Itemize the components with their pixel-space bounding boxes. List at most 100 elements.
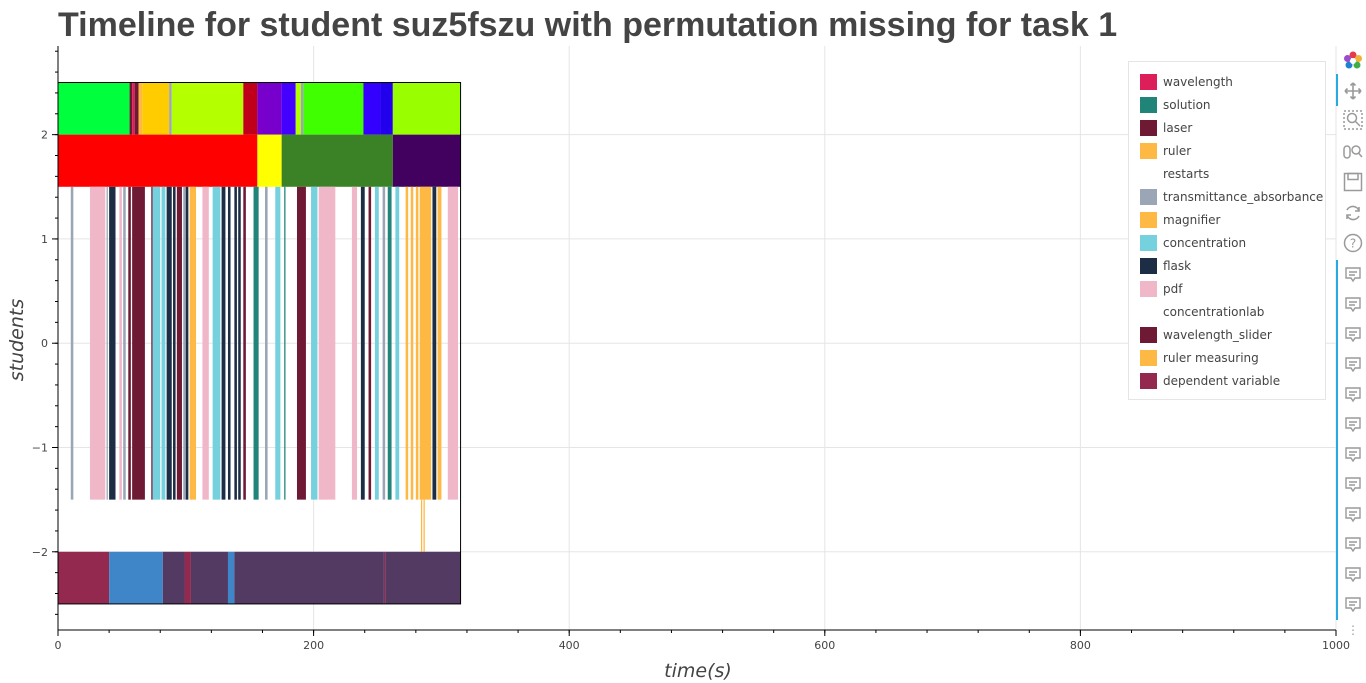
- action-bars-bar: [161, 186, 166, 500]
- legend-label: ruler: [1163, 144, 1192, 158]
- svg-text:?: ?: [1350, 237, 1356, 251]
- bottom-segments-bar: [109, 551, 163, 604]
- action-bars-bar: [437, 186, 442, 500]
- hover-tool-icon[interactable]: [1341, 413, 1365, 437]
- legend-swatch: [1140, 235, 1157, 251]
- x-tick-label: 200: [303, 639, 324, 652]
- action-bars-bar: [432, 186, 437, 500]
- y-tick-label: −1: [32, 442, 48, 455]
- hover-tool-icon[interactable]: [1341, 323, 1365, 347]
- legend-label: solution: [1163, 98, 1211, 112]
- hover-tool-icon[interactable]: [1341, 443, 1365, 467]
- legend-swatch: [1140, 327, 1157, 343]
- top-segments-bar: [380, 82, 393, 135]
- hover-tool-icon[interactable]: [1341, 383, 1365, 407]
- legend-item[interactable]: wavelength: [1140, 73, 1325, 91]
- page-title: Timeline for student suz5fszu with permu…: [58, 6, 1118, 44]
- action-bars-bar: [284, 186, 286, 500]
- timeline-segments: [57, 82, 462, 605]
- y-tick-label: −2: [32, 546, 48, 559]
- action-bars-bar: [405, 186, 409, 500]
- pan-icon[interactable]: [1341, 79, 1365, 103]
- top-segments-bar: [132, 82, 135, 135]
- action-bars-bar: [318, 186, 336, 500]
- hover-tool-icon[interactable]: [1341, 593, 1365, 617]
- hover-tool-icon[interactable]: [1341, 503, 1365, 527]
- ruler-measuring-ticks-bar: [423, 499, 425, 552]
- bokeh-logo-icon[interactable]: [1341, 49, 1365, 73]
- legend-item[interactable]: concentration: [1140, 234, 1325, 252]
- chart-legend: wavelength solution laser ruler restarts tran…: [1128, 61, 1326, 400]
- hover-tool-icon[interactable]: [1341, 563, 1365, 587]
- wheel-zoom-icon[interactable]: [1341, 140, 1365, 164]
- legend-item[interactable]: flask: [1140, 257, 1325, 275]
- action-bars-bar: [227, 186, 231, 500]
- x-tick-label: 1000: [1322, 639, 1350, 652]
- action-bars-bar: [173, 186, 176, 500]
- help-icon[interactable]: ?: [1341, 231, 1365, 255]
- bottom-segments-bar: [385, 551, 461, 604]
- x-axis-label: time(s): [664, 660, 732, 682]
- action-bars-bar: [243, 186, 246, 500]
- top-segments-bar: [169, 82, 172, 135]
- bottom-segments-bar: [190, 551, 228, 604]
- action-bars-bar: [419, 186, 432, 500]
- legend-label: restarts: [1163, 167, 1210, 181]
- action-bars-bar: [106, 186, 108, 500]
- legend-item[interactable]: restarts: [1140, 165, 1325, 183]
- action-bars-bar: [447, 186, 459, 500]
- top-segments-bar: [303, 82, 364, 135]
- legend-item[interactable]: concentrationlab: [1140, 303, 1325, 321]
- save-icon[interactable]: [1341, 170, 1365, 194]
- action-bars-bar: [193, 186, 197, 500]
- y-tick-label: 0: [41, 337, 48, 350]
- action-bars-bar: [410, 186, 414, 500]
- action-bars-bar: [382, 186, 386, 500]
- legend-label: pdf: [1163, 282, 1183, 296]
- legend-item[interactable]: solution: [1140, 96, 1325, 114]
- legend-label: concentration: [1163, 236, 1247, 250]
- legend-item[interactable]: wavelength_slider: [1140, 326, 1325, 344]
- hover-tool-icon[interactable]: [1341, 263, 1365, 287]
- legend-item[interactable]: pdf: [1140, 280, 1325, 298]
- legend-item[interactable]: transmittance_absorbance: [1140, 188, 1325, 206]
- action-bars-bar: [360, 186, 365, 500]
- hover-tool-icon[interactable]: [1341, 473, 1365, 497]
- action-bars-bar: [395, 186, 400, 500]
- action-bars-bar: [374, 186, 379, 500]
- action-bars-bar: [415, 186, 419, 500]
- action-bars-bar: [265, 186, 268, 500]
- legend-item[interactable]: ruler: [1140, 142, 1325, 160]
- axes: 0 200 400 600 800 1000 −2 −1 0 1 2: [32, 46, 1350, 652]
- top-segments-bar: [58, 82, 130, 135]
- legend-label: dependent variable: [1163, 374, 1281, 388]
- action-bars-bar: [275, 186, 281, 500]
- top-segments-bar: [363, 82, 381, 135]
- more-tools-icon[interactable]: ⋮: [1347, 623, 1359, 637]
- legend-item[interactable]: ruler measuring: [1140, 349, 1325, 367]
- legend-item[interactable]: magnifier: [1140, 211, 1325, 229]
- action-bars-bar: [311, 186, 318, 500]
- action-bars-bar: [128, 186, 131, 500]
- legend-swatch: [1140, 281, 1157, 297]
- legend-item[interactable]: dependent variable: [1140, 372, 1325, 390]
- hover-tool-icon[interactable]: [1341, 293, 1365, 317]
- top-segments-bar: [142, 82, 170, 135]
- top-segments-bar: [134, 82, 139, 135]
- x-tick-label: 400: [559, 639, 580, 652]
- legend-label: concentrationlab: [1163, 305, 1265, 319]
- action-bars-bar: [132, 186, 145, 500]
- legend-item[interactable]: laser: [1140, 119, 1325, 137]
- top-segments-bar: [392, 82, 461, 135]
- hover-tool-icon[interactable]: [1341, 353, 1365, 377]
- legend-swatch: [1140, 258, 1157, 274]
- task-segments-bar: [392, 134, 461, 187]
- action-bars-bar: [202, 186, 209, 500]
- box-zoom-icon[interactable]: [1341, 108, 1365, 132]
- task-segments-bar: [281, 134, 393, 187]
- action-bars-bar: [253, 186, 259, 500]
- bottom-segments-bar: [184, 551, 191, 604]
- legend-label: wavelength: [1163, 75, 1233, 89]
- reset-icon[interactable]: [1341, 201, 1365, 225]
- hover-tool-icon[interactable]: [1341, 533, 1365, 557]
